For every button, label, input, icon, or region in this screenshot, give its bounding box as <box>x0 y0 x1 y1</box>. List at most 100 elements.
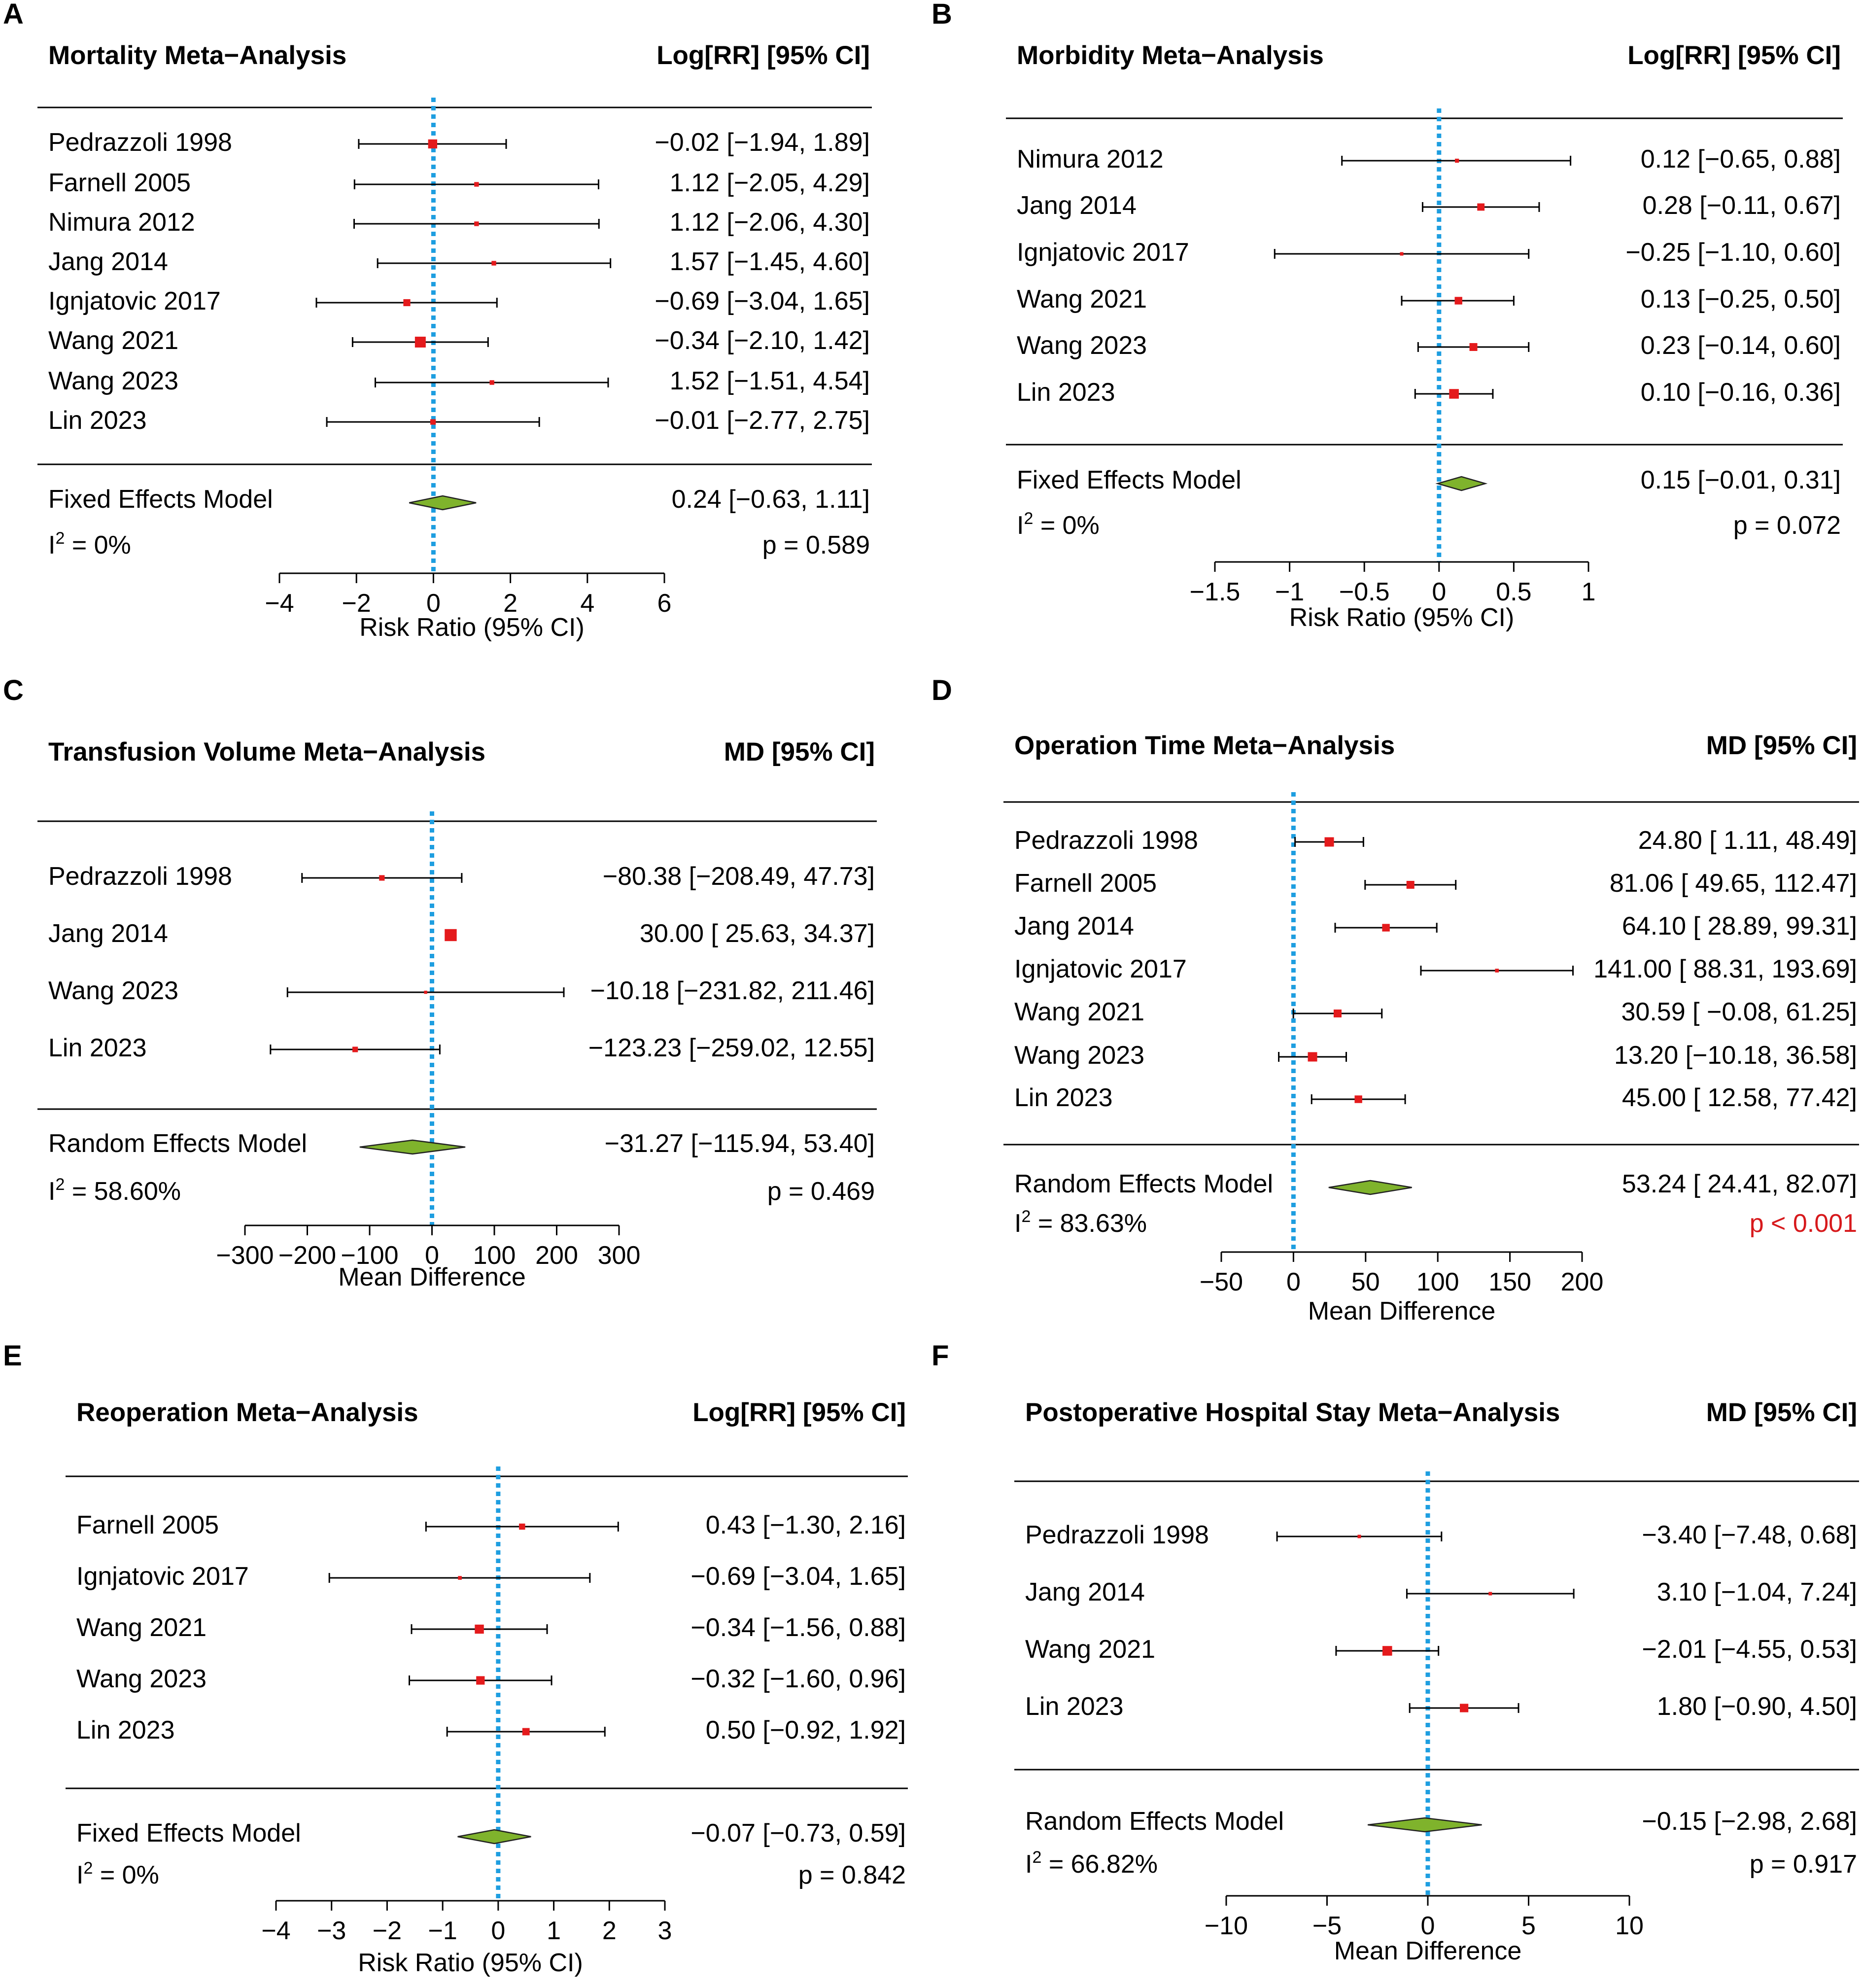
panel-letter: A <box>3 0 24 30</box>
study-estimate: 30.59 [ −0.08, 61.25] <box>1621 998 1857 1026</box>
study-estimate: −80.38 [−208.49, 47.73] <box>603 862 875 891</box>
x-tick-label: 1 <box>547 1917 561 1945</box>
summary-label: Random Effects Model <box>48 1129 307 1158</box>
p-value: p = 0.469 <box>767 1177 875 1206</box>
summary-diamond <box>457 1829 531 1845</box>
study-label: Wang 2021 <box>1014 998 1144 1026</box>
study-estimate: −0.25 [−1.10, 0.60] <box>1625 238 1841 267</box>
study-label: Jang 2014 <box>1014 912 1134 941</box>
summary-label: Fixed Effects Model <box>76 1819 301 1848</box>
study-label: Ignjatovic 2017 <box>48 287 221 315</box>
forest-panel-f: F Postoperative Hospital Stay Meta−Analys… <box>932 1340 1859 1965</box>
heterogeneity-prefix: I <box>48 1177 55 1206</box>
point-estimate-square <box>1454 297 1462 305</box>
panel-title: Morbidity Meta−Analysis <box>1017 41 1324 70</box>
study-label: Wang 2021 <box>1017 285 1147 314</box>
x-tick-label: −1 <box>428 1917 457 1945</box>
summary-label: Random Effects Model <box>1014 1170 1273 1198</box>
point-estimate-square <box>1357 1535 1361 1538</box>
study-estimate: 3.10 [−1.04, 7.24] <box>1657 1578 1857 1606</box>
study-estimate: 0.28 [−0.11, 0.67] <box>1643 191 1841 220</box>
heterogeneity-stat: I2 = 0% <box>1017 509 1100 540</box>
x-tick-label: 5 <box>1521 1912 1536 1940</box>
point-estimate-square <box>1460 1704 1469 1712</box>
study-label: Wang 2023 <box>48 977 178 1005</box>
x-tick-label: −1.5 <box>1190 578 1241 606</box>
summary-estimate: 0.24 [−0.63, 1.11] <box>672 485 870 514</box>
point-estimate-square <box>352 1046 358 1052</box>
study-label: Jang 2014 <box>1017 191 1137 220</box>
x-axis-label: Risk Ratio (95% CI) <box>358 1949 583 1977</box>
point-estimate-square <box>424 990 427 994</box>
summary-diamond <box>1367 1817 1482 1833</box>
point-estimate-square <box>1382 1646 1392 1656</box>
x-tick-label: 0 <box>1421 1912 1435 1940</box>
point-estimate-square <box>476 1676 485 1685</box>
x-tick-label: 200 <box>1561 1268 1604 1296</box>
summary-label: Random Effects Model <box>1025 1807 1284 1836</box>
forest-panel-a: A Mortality Meta−Analysis Log[RR] [95% CI]… <box>3 0 872 642</box>
panel-title: Transfusion Volume Meta−Analysis <box>48 737 485 767</box>
estimate-header: Log[RR] [95% CI] <box>1627 41 1841 70</box>
study-estimate: 0.10 [−0.16, 0.36] <box>1641 378 1841 407</box>
x-tick-label: 1 <box>1582 578 1596 606</box>
study-label: Lin 2023 <box>48 406 147 435</box>
study-estimate: 1.52 [−1.51, 4.54] <box>670 367 870 395</box>
point-estimate-square <box>458 1576 462 1580</box>
x-tick-label: −0.5 <box>1339 578 1390 606</box>
summary-label: Fixed Effects Model <box>48 485 273 514</box>
point-estimate-square <box>489 380 494 385</box>
heterogeneity-value: = 58.60% <box>65 1177 181 1206</box>
x-tick-label: 100 <box>1416 1268 1459 1296</box>
point-estimate-square <box>1469 343 1478 351</box>
summary-estimate: −0.07 [−0.73, 0.59] <box>690 1819 906 1848</box>
study-estimate: −0.34 [−2.10, 1.42] <box>655 326 870 355</box>
point-estimate-square <box>1400 252 1404 256</box>
panel-letter: E <box>3 1340 22 1372</box>
study-label: Lin 2023 <box>1014 1083 1113 1112</box>
heterogeneity-value: = 0% <box>1033 511 1099 540</box>
heterogeneity-superscript: 2 <box>55 529 65 548</box>
point-estimate-square <box>491 261 496 266</box>
study-label: Pedrazzoli 1998 <box>1025 1521 1209 1549</box>
x-tick-label: −2 <box>373 1917 402 1945</box>
p-value: p < 0.001 <box>1750 1209 1857 1238</box>
study-label: Ignjatovic 2017 <box>76 1562 249 1591</box>
estimate-header: MD [95% CI] <box>1706 1398 1857 1427</box>
study-estimate: 24.80 [ 1.11, 48.49] <box>1638 826 1857 855</box>
point-estimate-square <box>379 875 385 881</box>
study-estimate: 1.57 [−1.45, 4.60] <box>670 247 870 276</box>
heterogeneity-stat: I2 = 83.63% <box>1014 1207 1147 1238</box>
x-tick-label: −2 <box>342 589 371 618</box>
study-estimate: 141.00 [ 88.31, 193.69] <box>1593 955 1857 983</box>
x-tick-label: 0 <box>1432 578 1446 606</box>
p-value: p = 0.589 <box>762 531 870 559</box>
heterogeneity-stat: I2 = 58.60% <box>48 1175 181 1206</box>
point-estimate-square <box>1354 1095 1362 1103</box>
x-tick-label: 10 <box>1615 1912 1644 1940</box>
x-tick-label: −10 <box>1205 1912 1248 1940</box>
summary-estimate: 53.24 [ 24.41, 82.07] <box>1622 1170 1857 1198</box>
study-label: Lin 2023 <box>76 1716 175 1744</box>
study-label: Wang 2023 <box>48 367 178 395</box>
study-estimate: −0.69 [−3.04, 1.65] <box>690 1562 906 1591</box>
summary-diamond <box>409 495 477 511</box>
x-tick-label: 0 <box>1286 1268 1301 1296</box>
heterogeneity-superscript: 2 <box>83 1859 93 1878</box>
p-value: p = 0.072 <box>1733 511 1841 540</box>
study-label: Ignjatovic 2017 <box>1017 238 1189 267</box>
point-estimate-square <box>1382 924 1390 932</box>
summary-estimate: −0.15 [−2.98, 2.68] <box>1642 1807 1857 1836</box>
x-tick-label: 100 <box>473 1241 516 1270</box>
heterogeneity-value: = 0% <box>93 1861 159 1889</box>
study-label: Nimura 2012 <box>1017 145 1164 174</box>
x-tick-label: 0 <box>491 1917 505 1945</box>
study-label: Nimura 2012 <box>48 208 195 237</box>
forest-panel-d: D Operation Time Meta−Analysis MD [95% CI]… <box>932 674 1859 1325</box>
study-estimate: 81.06 [ 49.65, 112.47] <box>1610 869 1857 898</box>
study-estimate: 45.00 [ 12.58, 77.42] <box>1622 1083 1857 1112</box>
heterogeneity-value: = 0% <box>65 531 131 559</box>
x-axis-label: Mean Difference <box>1334 1937 1522 1965</box>
x-tick-label: −4 <box>265 589 294 618</box>
x-tick-label: 0 <box>425 1241 439 1270</box>
